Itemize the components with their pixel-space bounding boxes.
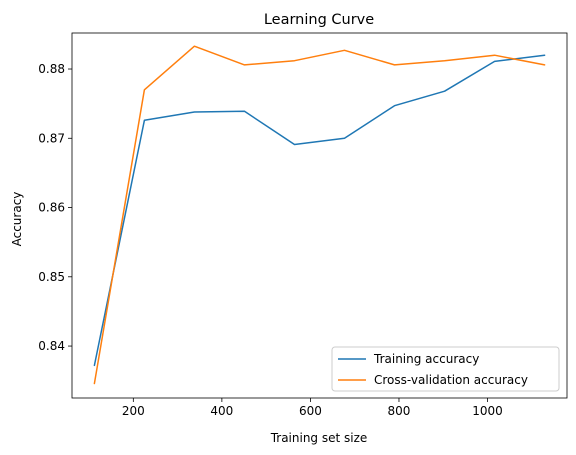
x-axis-label: Training set size [270, 431, 368, 445]
series-lines [93, 45, 546, 385]
legend-box [331, 346, 560, 392]
plot-frame [71, 32, 568, 399]
legend-label-2: Cross-validation accuracy [374, 373, 528, 387]
y-tick-label: 0.85 [38, 270, 65, 284]
legend: Training accuracy Cross-validation accura… [331, 346, 560, 392]
x-tick-label: 1000 [472, 404, 503, 418]
x-tick-label: 400 [210, 404, 233, 418]
y-tick-label: 0.86 [38, 201, 65, 215]
y-tick-label: 0.88 [38, 62, 65, 76]
legend-label-1: Training accuracy [373, 352, 479, 366]
series-line-1 [93, 54, 546, 367]
x-tick-label: 200 [122, 404, 145, 418]
y-tick-label: 0.84 [38, 339, 65, 353]
plot-area [71, 32, 568, 399]
x-axis: 200 400 600 800 1000 [122, 398, 503, 418]
y-tick-label: 0.87 [38, 131, 65, 145]
chart-title: Learning Curve [264, 12, 374, 28]
y-axis: 0.84 0.85 0.86 0.87 0.88 [38, 62, 72, 353]
x-tick-label: 800 [388, 404, 411, 418]
series-line-2 [93, 45, 546, 385]
y-axis-label: Accuracy [10, 192, 24, 247]
x-tick-label: 600 [299, 404, 322, 418]
